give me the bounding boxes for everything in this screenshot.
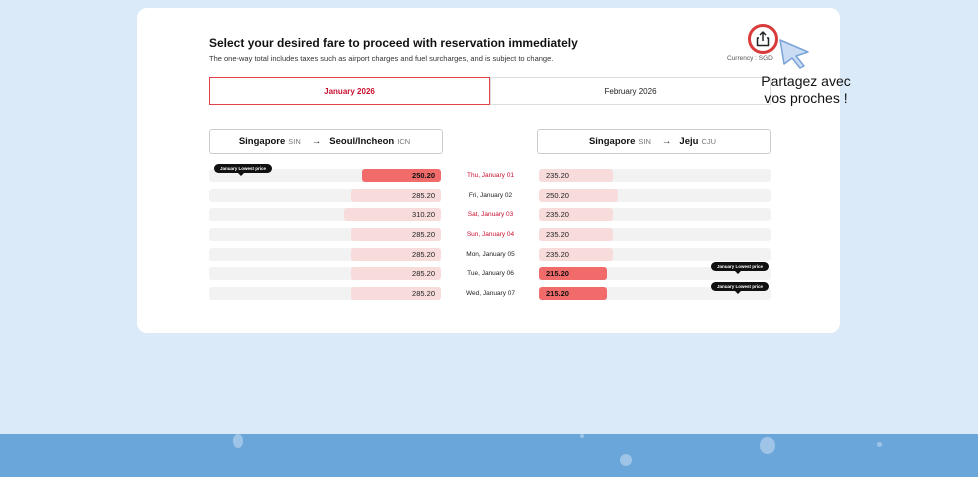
share-callout: Partagez avec vos proches ! [756,73,856,107]
fare-bar[interactable]: 285.20 [351,228,441,241]
bubble-decoration [620,454,632,466]
tab-january-2026[interactable]: January 2026 [209,77,490,105]
bottom-band [0,434,978,477]
origin-city: Singapore [588,136,636,147]
fare-row-left[interactable]: 285.20 [209,189,441,202]
date-label: Tue, January 06 [467,270,514,277]
bubble-decoration [580,434,584,438]
arrow-right-icon: → [661,136,672,147]
lowest-price-badge: January Lowest price [214,164,273,176]
bubble-decoration [233,434,243,448]
origin-city: Singapore [238,136,286,147]
fare-bar[interactable]: 235.20 [539,248,613,261]
fare-bar[interactable]: 235.20 [539,208,613,221]
fare-bar[interactable]: 285.20 [351,287,441,300]
fare-bar[interactable]: 310.20 [344,208,441,221]
cursor-pointer-icon [779,39,809,69]
page-subtitle: The one-way total includes taxes such as… [209,54,554,63]
fare-row-right[interactable]: 235.20 [539,208,771,221]
bubble-decoration [877,442,882,447]
fare-bar[interactable]: 285.20 [351,248,441,261]
destination-code: ICN [397,137,411,146]
destination-city: Jeju [679,136,699,147]
destination-code: CJU [701,137,717,146]
route-selector-right[interactable]: Singapore SIN → Jeju CJU [537,129,771,154]
currency-label: Currency : SGD [727,55,773,62]
fare-bar[interactable]: 235.20 [539,228,613,241]
date-label: Mon, January 05 [466,251,515,258]
tab-february-2026[interactable]: February 2026 [490,77,771,105]
fare-bar-lowest[interactable]: 250.20 [362,169,441,182]
fare-row-left[interactable]: 285.20 [209,267,441,280]
date-label: Thu, January 01 [467,172,514,179]
arrow-right-icon: → [311,136,322,147]
fare-row-right[interactable]: 235.20 [539,169,771,182]
fare-bar[interactable]: 285.20 [351,267,441,280]
fare-bar[interactable]: 235.20 [539,169,613,182]
lowest-price-badge: January Lowest price [711,262,770,274]
share-button[interactable] [748,24,778,54]
date-label: Sun, January 04 [466,231,515,238]
lowest-price-badge: January Lowest price [711,282,770,294]
fare-row-left[interactable]: 285.20 [209,248,441,261]
fare-bar[interactable]: 250.20 [539,189,618,202]
date-label: Fri, January 02 [468,192,513,199]
fare-card: Select your desired fare to proceed with… [137,8,840,333]
fare-row-left[interactable]: 285.20 [209,228,441,241]
origin-code: SIN [288,137,301,146]
fare-row-right[interactable]: 235.20 [539,228,771,241]
page-title: Select your desired fare to proceed with… [209,36,578,50]
share-callout-line2: vos proches ! [764,90,848,106]
fare-bar-lowest[interactable]: 215.20 [539,287,607,300]
fare-row-right[interactable]: 250.20 [539,189,771,202]
date-label: Wed, January 07 [465,290,516,297]
route-selector-left[interactable]: Singapore SIN → Seoul/Incheon ICN [209,129,443,154]
share-icon [756,31,770,47]
fare-bar[interactable]: 285.20 [351,189,441,202]
month-tabs: January 2026 February 2026 [209,77,771,105]
fare-row-right[interactable]: 235.20 [539,248,771,261]
origin-code: SIN [638,137,651,146]
fare-row-left[interactable]: 285.20 [209,287,441,300]
fare-row-left[interactable]: 310.20 [209,208,441,221]
destination-city: Seoul/Incheon [329,136,395,147]
date-label: Sat, January 03 [467,211,514,218]
share-callout-line1: Partagez avec [761,73,851,89]
fare-bar-lowest[interactable]: 215.20 [539,267,607,280]
bubble-decoration [760,437,775,454]
